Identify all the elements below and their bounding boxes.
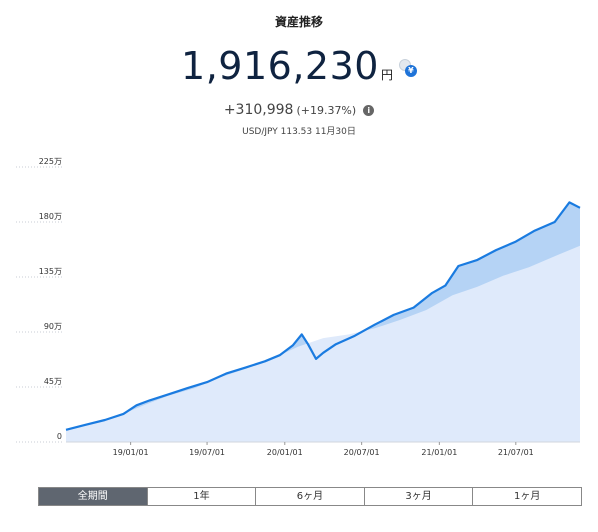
tab-2[interactable]: 6ヶ月 (255, 488, 364, 505)
x-tick-label: 21/01/01 (421, 448, 457, 457)
chart-grid (16, 166, 64, 443)
x-axis: 19/01/01 19/07/01 20/01/01 20/07/01 21/01/01… (66, 441, 580, 457)
page-title: 資産推移 (274, 15, 323, 29)
y-tick-label: 90万 (44, 322, 62, 331)
tab-4[interactable]: 1ヶ月 (472, 488, 581, 505)
chart-areas (66, 202, 580, 442)
fx-rate: USD/JPY 113.53 11月30日 (242, 127, 356, 137)
x-tick-label: 21/07/01 (498, 448, 534, 457)
period-tabs: 全期間 1年 6ヶ月 3ヶ月 1ヶ月 (38, 487, 582, 506)
y-tick-label: 45万 (44, 377, 62, 386)
y-tick-label: 225万 (39, 157, 62, 166)
valuation-line (65, 201, 581, 431)
currency-unit: 円 (380, 68, 393, 82)
tab-0[interactable]: 全期間 (39, 488, 147, 505)
y-axis: 225万 180万 135万 90万 45万 0 (39, 157, 62, 441)
total-assets-row: 1,916,230 円 ¥ (0, 44, 598, 88)
x-tick-label: 20/01/01 (267, 448, 303, 457)
change-row: +310,998 (+19.37%) i (0, 99, 598, 118)
asset-chart: 225万 180万 135万 90万 45万 0 19/01/01 19/07/01 20/0… (16, 157, 581, 457)
chart-lines (65, 201, 581, 431)
x-tick-label: 19/01/01 (113, 448, 149, 457)
y-tick-label: 135万 (39, 267, 62, 276)
change-amount: +310,998 (223, 102, 294, 118)
principal-area (66, 245, 580, 442)
tab-3[interactable]: 3ヶ月 (363, 488, 473, 505)
x-tick-label: 19/07/01 (189, 448, 225, 457)
x-tick-label: 20/07/01 (344, 448, 380, 457)
info-icon[interactable]: i (363, 105, 375, 116)
y-tick-label: 0 (57, 432, 62, 441)
total-assets-amount: 1,916,230 (181, 44, 379, 88)
currency-switch-icon[interactable]: ¥ (398, 59, 417, 77)
y-tick-label: 180万 (39, 212, 62, 221)
change-percent: (+19.37%) (296, 104, 357, 117)
tab-1[interactable]: 1年 (146, 488, 256, 505)
